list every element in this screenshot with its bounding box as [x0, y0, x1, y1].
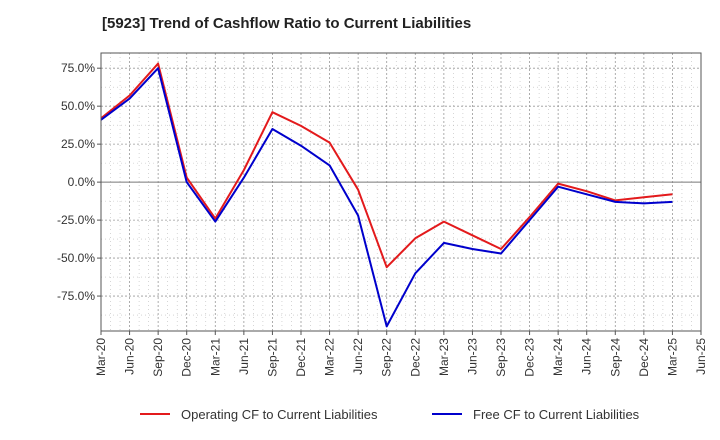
legend-label: Operating CF to Current Liabilities — [181, 407, 378, 422]
y-tick-label: -50.0% — [57, 251, 95, 265]
x-tick-label: Sep-24 — [608, 338, 622, 377]
x-axis: Mar-20 Jun-20 Sep-20 Dec-20 Mar-21 Jun-21 Sep-… — [94, 331, 708, 377]
y-tick-label: -75.0% — [57, 289, 95, 303]
legend: Operating CF to Current Liabilities Free … — [140, 407, 640, 422]
y-axis: 75.0% 50.0% 25.0% 0.0% -25.0% -50.0% -75.0% — [57, 61, 101, 303]
y-tick-label: 50.0% — [61, 99, 95, 113]
x-tick-label: Mar-24 — [551, 338, 565, 376]
x-tick-label: Dec-22 — [408, 338, 422, 377]
plot-frame — [100, 52, 702, 332]
x-tick-label: Sep-23 — [494, 338, 508, 377]
series-line — [100, 62, 673, 269]
x-tick-label: Mar-25 — [665, 338, 679, 376]
chart-title: [5923] Trend of Cashflow Ratio to Curren… — [102, 15, 472, 32]
x-tick-label: Jun-25 — [694, 338, 708, 375]
x-tick-label: Sep-21 — [265, 338, 279, 377]
x-tick-label: Dec-23 — [523, 338, 537, 377]
x-tick-label: Jun-21 — [237, 338, 251, 375]
x-tick-label: Dec-21 — [294, 338, 308, 377]
x-tick-label: Dec-24 — [637, 338, 651, 377]
legend-label: Free CF to Current Liabilities — [473, 407, 640, 422]
x-tick-label: Mar-23 — [437, 338, 451, 376]
x-tick-label: Mar-20 — [94, 338, 108, 376]
y-tick-label: 25.0% — [61, 137, 95, 151]
x-tick-label: Jun-24 — [580, 338, 594, 375]
series-layer — [100, 62, 673, 328]
y-tick-label: -25.0% — [57, 213, 95, 227]
x-tick-label: Jun-22 — [351, 338, 365, 375]
x-tick-label: Jun-20 — [123, 338, 137, 375]
series-line — [100, 67, 673, 328]
x-tick-label: Mar-21 — [208, 338, 222, 376]
grid-layer — [101, 53, 701, 331]
x-tick-label: Sep-22 — [380, 338, 394, 377]
x-tick-label: Mar-22 — [323, 338, 337, 376]
x-tick-label: Sep-20 — [151, 338, 165, 377]
x-tick-label: Jun-23 — [465, 338, 479, 375]
x-tick-label: Dec-20 — [180, 338, 194, 377]
y-tick-label: 0.0% — [68, 175, 96, 189]
y-tick-label: 75.0% — [61, 61, 95, 75]
